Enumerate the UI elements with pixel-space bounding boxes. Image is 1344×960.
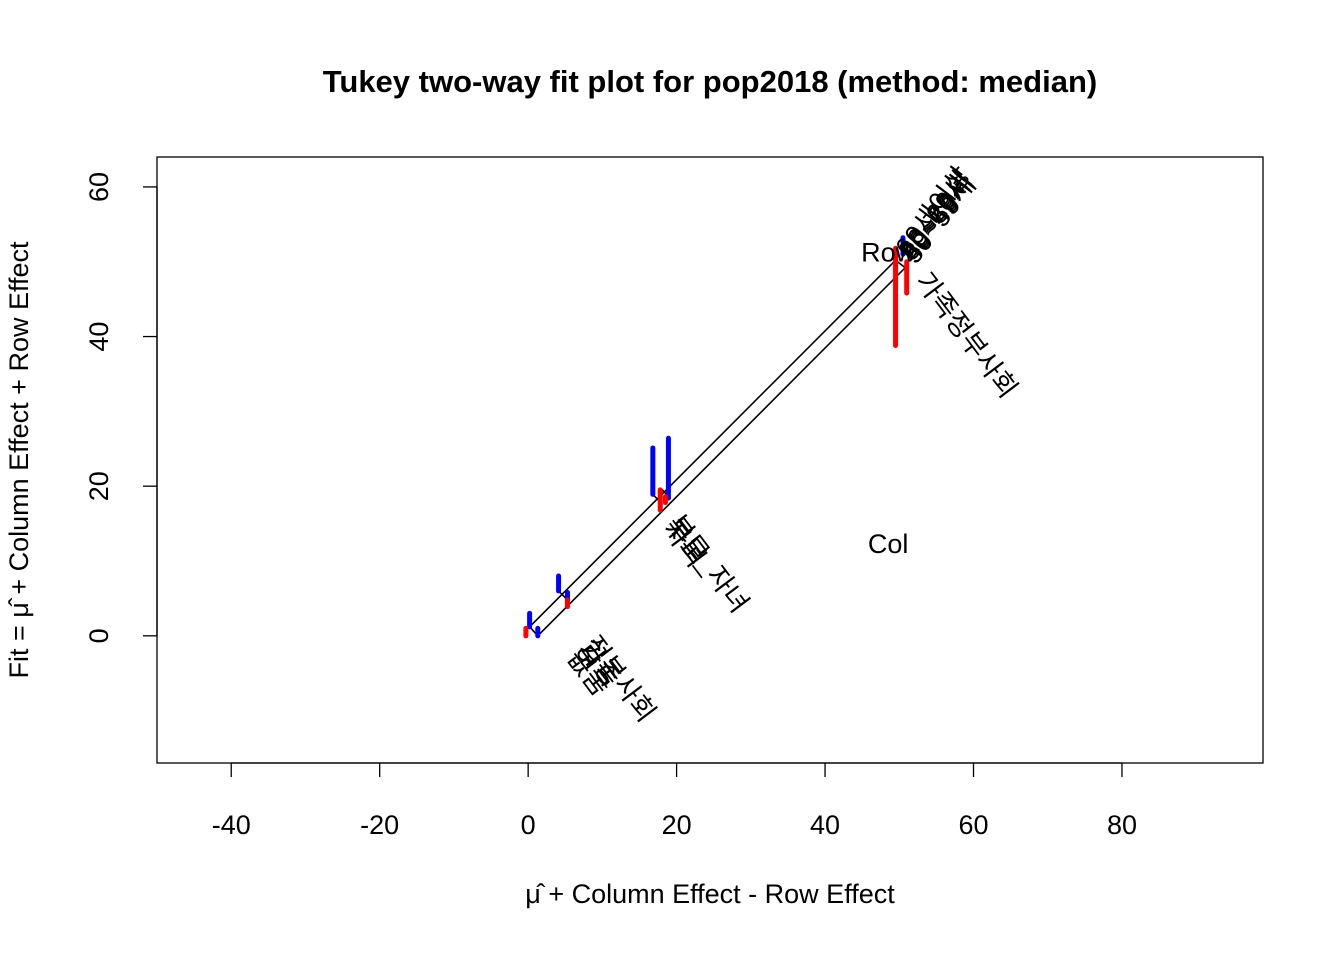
fit-line — [537, 267, 906, 637]
residual-marks — [523, 235, 910, 639]
x-axis: -40 -20 0 20 40 60 80 — [212, 762, 1137, 840]
x-tick-label: 40 — [810, 810, 840, 840]
x-tick-label: -20 — [360, 810, 399, 840]
chart-title: Tukey two-way fit plot for pop2018 (meth… — [323, 64, 1097, 99]
plot-frame — [156, 156, 1264, 764]
fit-line — [529, 259, 897, 628]
annotation-row: Row — [861, 237, 916, 267]
y-axis-label: Fit = μ̂ + Column Effect + Row Effect — [4, 241, 34, 678]
column-label: 가족정부사회 — [910, 267, 1024, 404]
y-tick-label: 60 — [84, 172, 114, 202]
y-tick-label: 0 — [84, 628, 114, 643]
x-axis-label: μ̂ + Column Effect - Row Effect — [525, 879, 895, 909]
x-tick-label: 80 — [1107, 810, 1137, 840]
annotations: Row Col — [861, 237, 916, 559]
y-tick-label: 20 — [84, 471, 114, 501]
x-tick-label: 60 — [958, 810, 988, 840]
x-tick-label: 0 — [521, 810, 536, 840]
y-tick-label: 40 — [84, 322, 114, 352]
x-tick-label: -40 — [212, 810, 251, 840]
fit-grid-lines — [529, 259, 906, 637]
annotation-col: Col — [868, 529, 909, 559]
x-tick-label: 20 — [662, 810, 692, 840]
y-axis: 0 20 40 60 — [84, 172, 158, 643]
